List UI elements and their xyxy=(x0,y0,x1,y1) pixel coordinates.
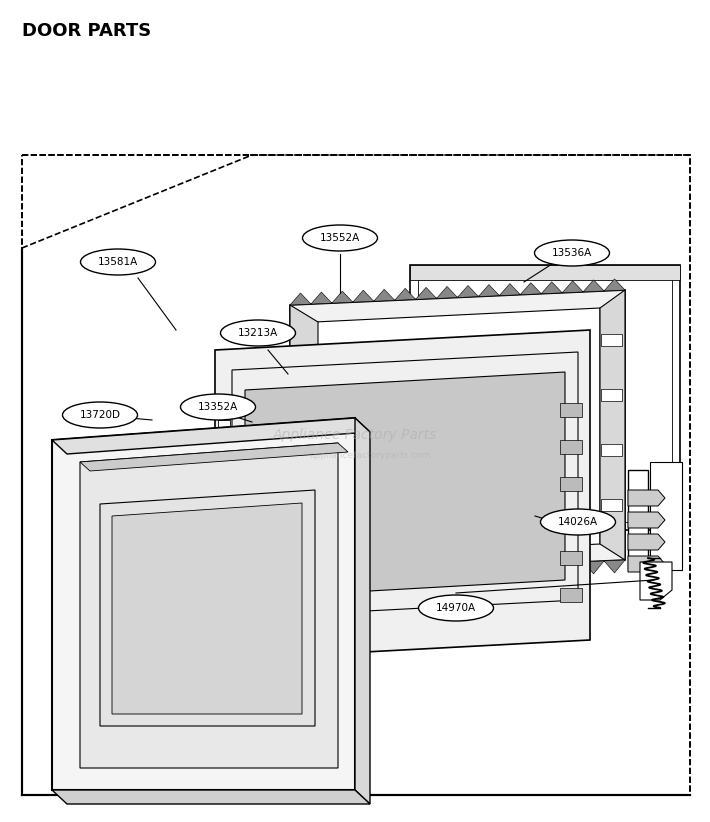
Polygon shape xyxy=(52,418,370,454)
Bar xyxy=(22,155,690,795)
Polygon shape xyxy=(311,292,332,304)
Polygon shape xyxy=(479,566,499,579)
Ellipse shape xyxy=(62,402,138,428)
Polygon shape xyxy=(218,500,230,520)
Polygon shape xyxy=(355,418,370,804)
Polygon shape xyxy=(295,422,310,438)
Ellipse shape xyxy=(221,320,295,346)
Polygon shape xyxy=(353,290,373,302)
Polygon shape xyxy=(560,514,582,528)
Text: 13552A: 13552A xyxy=(320,233,360,243)
Polygon shape xyxy=(628,490,665,506)
Text: 13352A: 13352A xyxy=(198,402,238,412)
Text: 13536A: 13536A xyxy=(552,248,592,258)
Ellipse shape xyxy=(80,249,155,275)
Polygon shape xyxy=(290,305,318,575)
Polygon shape xyxy=(52,418,355,790)
Polygon shape xyxy=(332,572,353,585)
Polygon shape xyxy=(600,290,625,560)
Polygon shape xyxy=(295,362,310,378)
Polygon shape xyxy=(499,284,520,296)
Bar xyxy=(22,155,690,795)
Polygon shape xyxy=(218,420,230,440)
Polygon shape xyxy=(601,499,622,511)
Polygon shape xyxy=(80,443,338,768)
Polygon shape xyxy=(245,372,565,598)
Polygon shape xyxy=(311,573,332,586)
Polygon shape xyxy=(100,490,315,726)
Polygon shape xyxy=(457,566,479,580)
Polygon shape xyxy=(479,284,499,297)
Polygon shape xyxy=(353,571,373,584)
Polygon shape xyxy=(601,444,622,456)
Polygon shape xyxy=(415,288,437,299)
Polygon shape xyxy=(520,564,541,577)
Polygon shape xyxy=(437,286,457,298)
Polygon shape xyxy=(562,281,583,293)
Ellipse shape xyxy=(418,595,493,621)
Polygon shape xyxy=(415,569,437,581)
Ellipse shape xyxy=(535,240,609,266)
Text: 13213A: 13213A xyxy=(238,328,278,338)
Polygon shape xyxy=(541,563,562,575)
Polygon shape xyxy=(410,265,680,530)
Polygon shape xyxy=(541,282,562,293)
Text: Appliance Factory Parts: Appliance Factory Parts xyxy=(273,428,437,442)
Polygon shape xyxy=(560,477,582,491)
Polygon shape xyxy=(410,265,680,280)
Polygon shape xyxy=(650,462,682,570)
Polygon shape xyxy=(628,512,665,528)
Text: 14970A: 14970A xyxy=(436,603,476,613)
Polygon shape xyxy=(112,503,302,714)
Polygon shape xyxy=(332,291,353,303)
Polygon shape xyxy=(601,334,622,346)
Polygon shape xyxy=(604,279,625,291)
Polygon shape xyxy=(601,389,622,401)
Polygon shape xyxy=(295,482,310,498)
Text: 14026A: 14026A xyxy=(558,517,598,527)
Polygon shape xyxy=(215,330,590,660)
Ellipse shape xyxy=(180,394,256,420)
Polygon shape xyxy=(628,534,665,550)
Polygon shape xyxy=(457,285,479,298)
Polygon shape xyxy=(290,293,311,305)
Polygon shape xyxy=(560,551,582,565)
Polygon shape xyxy=(290,574,311,587)
Polygon shape xyxy=(373,570,395,584)
Polygon shape xyxy=(562,562,583,575)
Polygon shape xyxy=(395,570,415,582)
Polygon shape xyxy=(315,308,600,558)
Ellipse shape xyxy=(540,509,616,535)
Polygon shape xyxy=(560,588,582,602)
Polygon shape xyxy=(52,790,370,804)
Polygon shape xyxy=(395,289,415,300)
Polygon shape xyxy=(499,565,520,578)
Polygon shape xyxy=(583,279,604,292)
Polygon shape xyxy=(80,443,348,471)
Text: 13581A: 13581A xyxy=(98,257,138,267)
Polygon shape xyxy=(640,562,672,600)
Text: 13720D: 13720D xyxy=(80,410,121,420)
Polygon shape xyxy=(560,403,582,417)
Polygon shape xyxy=(373,289,395,301)
Text: appliancefactoryparts.com: appliancefactoryparts.com xyxy=(310,450,431,459)
Polygon shape xyxy=(437,567,457,580)
Polygon shape xyxy=(628,556,665,572)
Polygon shape xyxy=(560,440,582,454)
Polygon shape xyxy=(218,580,230,600)
Polygon shape xyxy=(520,283,541,295)
Polygon shape xyxy=(628,470,648,570)
Text: DOOR PARTS: DOOR PARTS xyxy=(22,22,151,40)
Polygon shape xyxy=(290,290,625,575)
Ellipse shape xyxy=(302,225,378,251)
Polygon shape xyxy=(583,561,604,574)
Polygon shape xyxy=(604,560,625,573)
